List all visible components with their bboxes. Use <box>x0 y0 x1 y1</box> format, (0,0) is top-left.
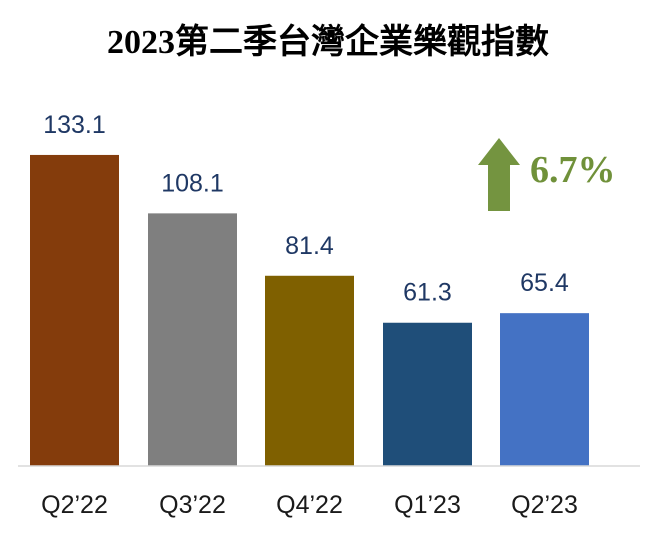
data-label: 65.4 <box>520 269 569 297</box>
x-tick-label: Q2’23 <box>511 491 578 519</box>
bar-3 <box>265 275 354 466</box>
data-label: 81.4 <box>285 232 334 260</box>
x-tick-label: Q4’22 <box>276 491 343 519</box>
data-label: 61.3 <box>403 279 452 307</box>
bar-2 <box>148 213 237 466</box>
x-tick-label: Q2’22 <box>41 491 108 519</box>
bar-5 <box>500 313 589 466</box>
up-arrow-icon <box>478 138 520 211</box>
chart-title: 2023第二季台灣企業樂觀指數 <box>107 24 549 61</box>
change-annotation: 6.7% <box>530 149 616 191</box>
data-label: 108.1 <box>161 169 224 197</box>
data-label: 133.1 <box>43 111 106 139</box>
bar-4 <box>383 322 472 466</box>
x-tick-label: Q1’23 <box>394 491 461 519</box>
x-tick-label: Q3’22 <box>159 491 226 519</box>
bar-1 <box>30 154 119 466</box>
